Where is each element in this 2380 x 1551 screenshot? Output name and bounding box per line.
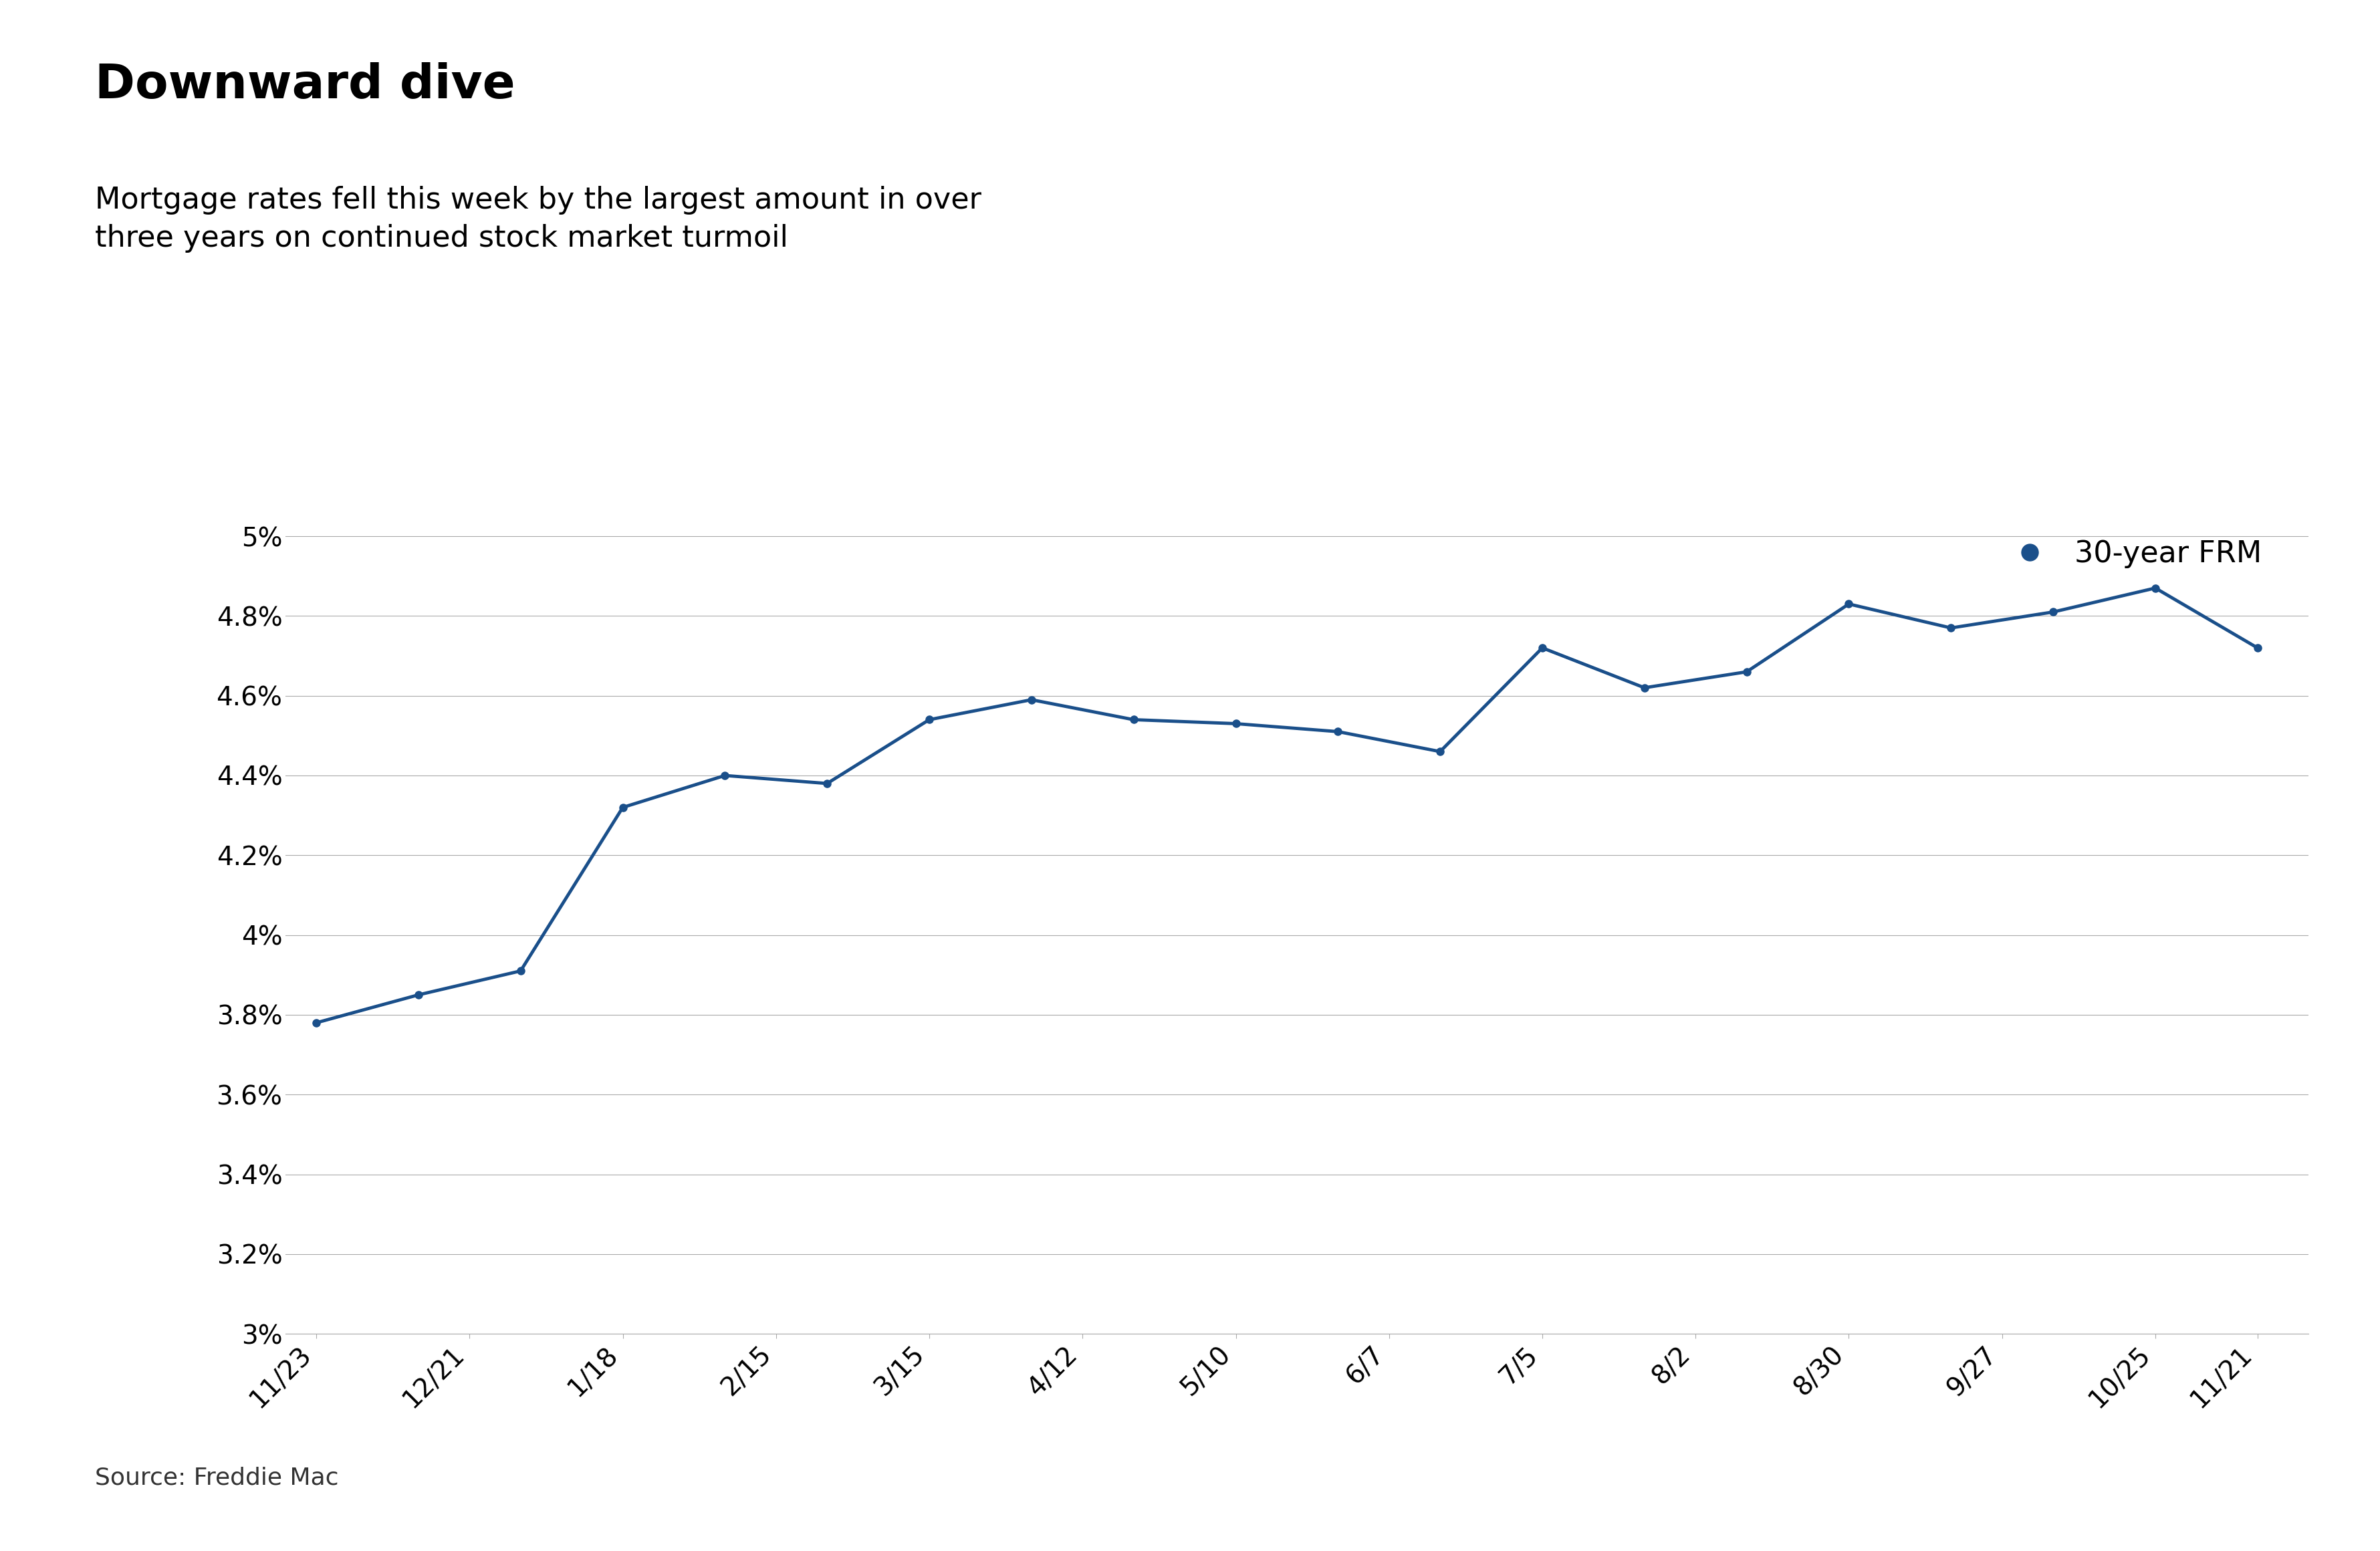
Text: Source: Freddie Mac: Source: Freddie Mac <box>95 1466 338 1489</box>
Legend: 30-year FRM: 30-year FRM <box>1987 527 2273 580</box>
Text: Downward dive: Downward dive <box>95 62 516 109</box>
Text: Mortgage rates fell this week by the largest amount in over
three years on conti: Mortgage rates fell this week by the lar… <box>95 186 981 253</box>
